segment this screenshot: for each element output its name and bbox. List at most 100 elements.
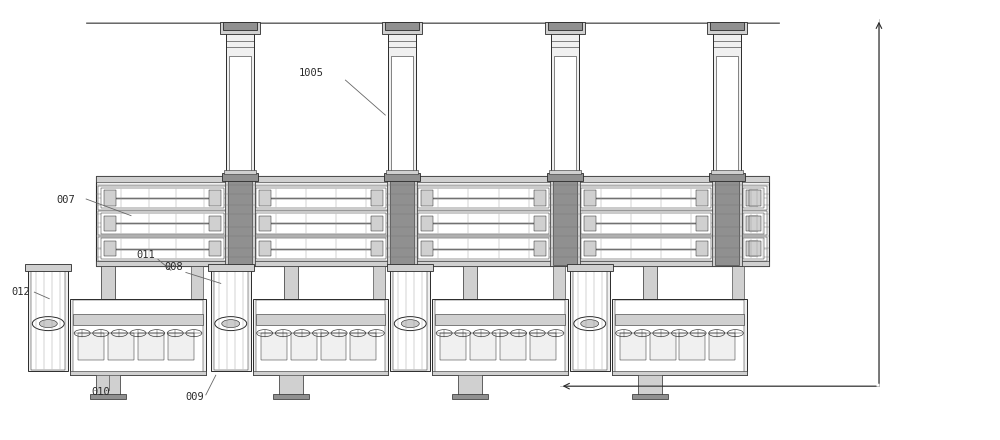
Bar (225, 176, 255, 266)
Bar (90, 394, 126, 399)
Bar (386, 170, 418, 174)
Bar (208, 264, 254, 271)
Bar (500, 333, 526, 360)
Bar (73, 314, 203, 326)
Bar (418, 213, 549, 234)
Bar (228, 178, 252, 264)
Bar (220, 22, 260, 34)
Bar (209, 216, 221, 231)
Bar (259, 241, 271, 256)
Bar (256, 187, 386, 208)
Bar (713, 23, 741, 179)
Bar (387, 264, 433, 271)
Bar (418, 238, 549, 259)
Bar (229, 56, 251, 176)
Bar (259, 216, 271, 231)
Bar (545, 22, 585, 34)
Bar (458, 374, 482, 396)
Bar (70, 299, 206, 375)
Bar (643, 266, 657, 299)
Bar (615, 300, 744, 374)
Bar (191, 266, 203, 337)
Bar (746, 241, 758, 256)
Bar (96, 260, 769, 266)
Bar (581, 187, 711, 208)
Bar (553, 178, 577, 264)
Bar (638, 374, 662, 396)
Bar (418, 187, 549, 208)
Bar (584, 241, 596, 256)
Bar (530, 333, 556, 360)
Text: 010: 010 (91, 387, 110, 397)
Bar (96, 374, 120, 396)
Bar (615, 314, 744, 326)
Bar (696, 216, 708, 231)
Bar (256, 213, 386, 234)
Bar (211, 266, 251, 371)
Bar (104, 241, 116, 256)
Bar (168, 333, 194, 360)
Bar (432, 299, 568, 375)
Bar (209, 190, 221, 205)
Bar (548, 22, 582, 30)
Bar (253, 371, 388, 375)
Bar (709, 173, 745, 181)
Bar (25, 264, 71, 271)
Circle shape (39, 320, 57, 327)
Bar (223, 22, 257, 30)
Bar (573, 267, 607, 370)
Bar (421, 216, 433, 231)
Bar (391, 56, 413, 176)
Bar (284, 266, 298, 299)
Bar (222, 173, 258, 181)
Bar (104, 216, 116, 231)
Bar (711, 170, 743, 174)
Bar (435, 300, 565, 374)
Bar (549, 170, 581, 174)
Bar (101, 266, 115, 299)
Bar (371, 216, 383, 231)
Bar (421, 241, 433, 256)
Bar (224, 170, 256, 174)
Bar (101, 187, 224, 208)
Bar (620, 333, 646, 360)
Bar (259, 190, 271, 205)
Bar (31, 267, 65, 370)
Bar (632, 394, 668, 399)
Bar (746, 216, 758, 231)
Bar (581, 238, 711, 259)
Bar (584, 216, 596, 231)
Bar (73, 300, 203, 374)
Bar (584, 190, 596, 205)
Bar (432, 371, 568, 375)
Bar (385, 22, 419, 30)
Bar (749, 241, 761, 256)
Bar (435, 314, 565, 326)
Bar (98, 211, 767, 235)
Bar (96, 176, 769, 182)
Bar (101, 213, 224, 234)
Bar (373, 266, 385, 337)
Bar (650, 333, 676, 360)
Bar (749, 216, 761, 231)
Text: 012: 012 (11, 287, 30, 297)
Bar (320, 333, 346, 360)
Bar (291, 333, 317, 360)
Bar (214, 267, 248, 370)
Text: 009: 009 (186, 392, 205, 402)
Text: 008: 008 (164, 262, 183, 272)
Bar (371, 241, 383, 256)
Bar (261, 333, 287, 360)
Bar (534, 216, 546, 231)
Bar (78, 333, 104, 360)
Bar (421, 190, 433, 205)
Bar (138, 333, 164, 360)
Bar (743, 213, 764, 234)
Bar (256, 314, 385, 326)
Bar (96, 176, 769, 266)
Text: 011: 011 (136, 250, 155, 260)
Bar (256, 300, 385, 374)
Text: 1005: 1005 (299, 68, 324, 78)
Bar (108, 333, 134, 360)
Bar (534, 241, 546, 256)
